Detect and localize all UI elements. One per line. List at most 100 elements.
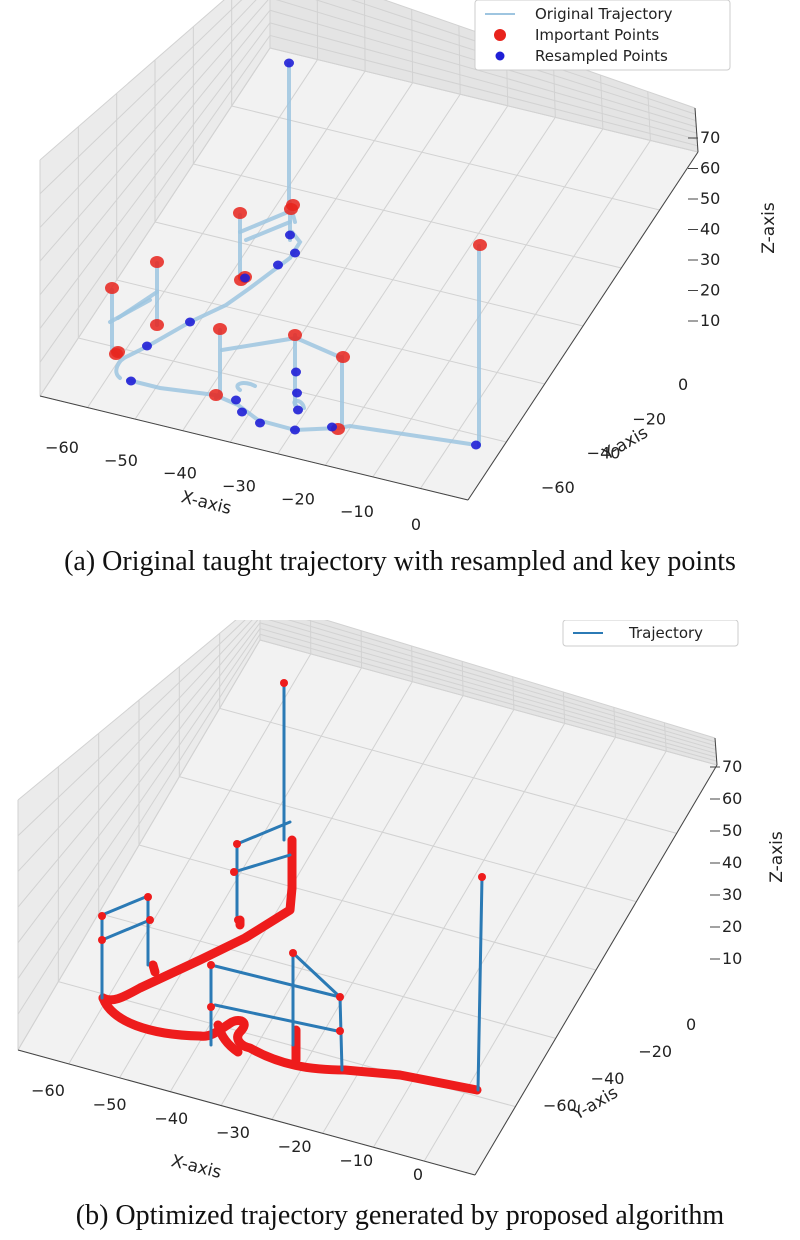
waypoint-marker xyxy=(146,916,154,924)
resampled-point xyxy=(237,407,247,417)
z-tick-label: 30 xyxy=(722,885,742,904)
resampled-point xyxy=(185,317,195,327)
wall-gridline xyxy=(287,620,716,747)
back-pane xyxy=(270,0,698,152)
wall-gridline xyxy=(458,25,461,95)
waypoint-marker xyxy=(144,893,152,901)
waypoint-marker xyxy=(336,1027,344,1035)
y-tick-label: −60 xyxy=(543,1096,577,1115)
x-tick-label: −60 xyxy=(45,438,79,457)
resampled-point xyxy=(327,422,337,432)
important-point xyxy=(286,199,300,211)
wall-gridline xyxy=(39,47,271,397)
important-point xyxy=(109,348,123,360)
resampled-point xyxy=(142,341,152,351)
wall-gridline xyxy=(306,620,716,743)
z-tick-label: 10 xyxy=(722,949,742,968)
resampled-point xyxy=(290,248,300,258)
x-tick-label: 0 xyxy=(411,515,421,534)
waypoint-marker xyxy=(149,961,157,969)
wall-gridline xyxy=(17,639,261,1051)
important-point xyxy=(473,239,487,251)
x-tick-label: −60 xyxy=(31,1081,65,1100)
dense-trajectory-segment xyxy=(213,1020,243,1057)
z-tick-label: 60 xyxy=(722,789,742,808)
axes-box xyxy=(17,620,718,1176)
x-tick-label: −40 xyxy=(163,464,197,483)
wall-gridline xyxy=(269,22,698,140)
y-tick-label: −60 xyxy=(541,478,575,497)
trajectory-segment xyxy=(292,398,306,410)
wall-gridline xyxy=(461,661,464,696)
x-tick-label: −30 xyxy=(216,1123,250,1142)
y-tick-label: −40 xyxy=(591,1069,625,1088)
trajectory-segment xyxy=(209,963,342,999)
legend-label: Trajectory xyxy=(628,624,703,642)
x-tick-label: 0 xyxy=(413,1165,423,1184)
waypoint-marker xyxy=(207,961,215,969)
floor-gridline xyxy=(193,163,622,269)
wall-gridline xyxy=(17,622,261,944)
important-point xyxy=(105,282,119,294)
trajectory-segment xyxy=(100,918,152,942)
x-tick-label: −10 xyxy=(339,1151,373,1170)
important-point xyxy=(150,256,164,268)
wall-gridline xyxy=(17,620,259,908)
wall-gridline xyxy=(663,722,667,752)
chart-b-svg: −60 −50 −40 −30 −20 −10 0 0 −20 −40 −60 70 60 50 40 30 2… xyxy=(17,620,787,1184)
trajectory-segment xyxy=(291,951,342,999)
x-tick-label: −30 xyxy=(222,477,256,496)
trajectory-segment xyxy=(232,853,292,874)
legend-box xyxy=(562,620,739,647)
z-tick-label: 30 xyxy=(700,250,720,269)
wall-gridline xyxy=(39,0,269,262)
important-point xyxy=(288,329,302,341)
y-axis-line xyxy=(474,764,718,1176)
x-tick-label: −20 xyxy=(281,489,315,508)
caption-a: (a) Original taught trajectory with resa… xyxy=(64,546,736,577)
chart-a: −60 −50 −40 −30 −20 −10 0 0 −20 −40 −60 70 60 50 40 30 2… xyxy=(0,0,800,540)
wall-gridline xyxy=(269,9,697,134)
x-tick-label: −40 xyxy=(154,1109,188,1128)
wall-gridline xyxy=(269,47,699,153)
trajectory-segment xyxy=(213,1003,344,1034)
wall-gridline xyxy=(17,620,253,872)
z-axis-label: Z-axis xyxy=(759,202,779,254)
z-tick-label: 60 xyxy=(700,159,720,178)
waypoint-marker xyxy=(289,949,297,957)
wall-gridline xyxy=(39,9,271,296)
x-axis-label: X-axis xyxy=(169,1151,223,1183)
waypoint-marker xyxy=(98,912,106,920)
wall-gridline xyxy=(17,620,237,801)
wall-gridline xyxy=(324,620,716,739)
resampled-point xyxy=(240,273,250,283)
resampled-point xyxy=(255,418,265,428)
wall-gridline xyxy=(39,0,243,195)
trajectory-segment xyxy=(235,820,292,846)
axes-box xyxy=(39,0,699,501)
wall-gridline xyxy=(562,691,566,724)
wall-gridline xyxy=(39,0,257,228)
z-tick-label: 20 xyxy=(700,281,720,300)
legend-resampled-swatch xyxy=(495,51,505,61)
y-axis-line xyxy=(467,151,699,501)
wall-gridline xyxy=(613,707,616,738)
waypoint-marker xyxy=(336,993,344,1001)
x-axis-line xyxy=(17,1049,476,1176)
legend: Trajectory xyxy=(562,620,739,647)
waypoint-marker xyxy=(478,873,486,881)
wall-gridline xyxy=(411,645,413,682)
legend: Original Trajectory Important Points Resam… xyxy=(474,0,731,71)
wall-gridline xyxy=(411,9,414,83)
wall-gridline xyxy=(39,0,225,161)
trajectory-segment xyxy=(108,298,152,324)
wall-gridline xyxy=(259,633,717,762)
trajectory-segment xyxy=(235,381,257,392)
resampled-points-series xyxy=(126,58,481,450)
resampled-point xyxy=(293,405,303,415)
wall-gridline xyxy=(364,0,366,72)
legend-label: Important Points xyxy=(535,26,659,44)
z-tick-label: 70 xyxy=(700,128,720,147)
wall-gridline xyxy=(600,75,604,129)
y-tick-label: 0 xyxy=(678,375,688,394)
